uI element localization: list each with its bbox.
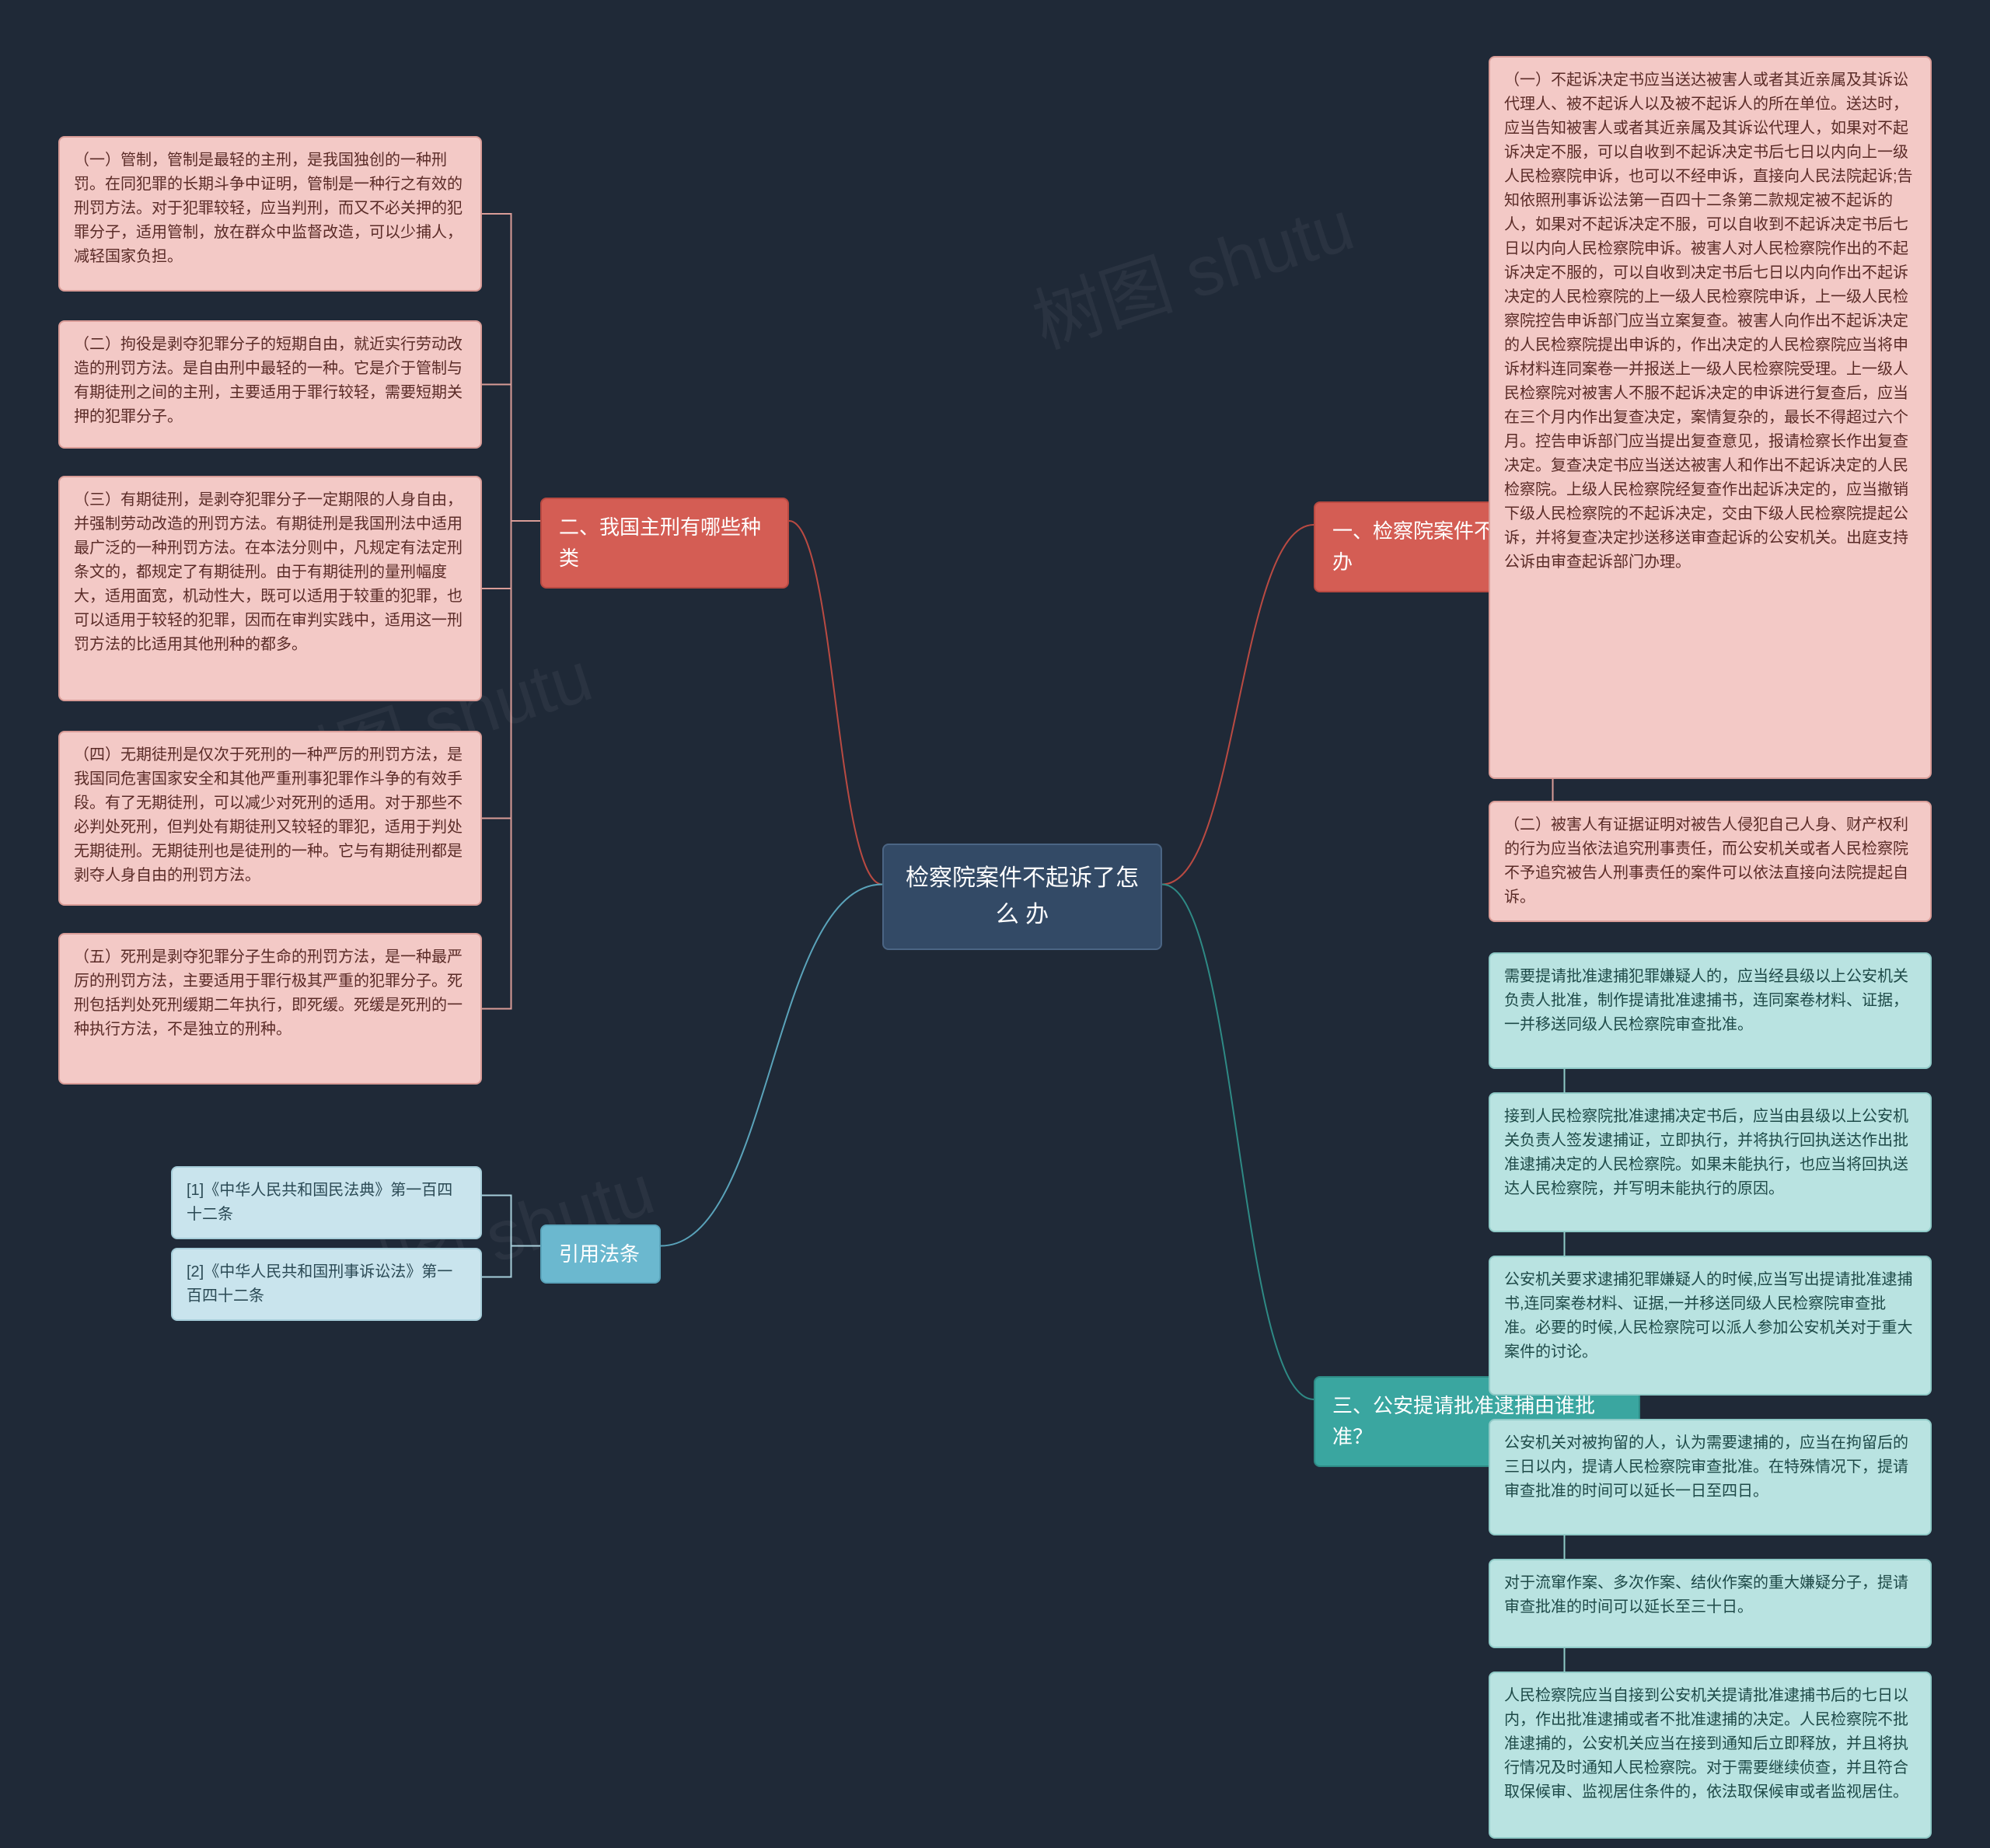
leaf-b3l6: 人民检察院应当自接到公安机关提请批准逮捕书后的七日以内，作出批准逮捕或者不批准逮… (1489, 1672, 1932, 1839)
leaf-b2l1: （一）管制，管制是最轻的主刑，是我国独创的一种刑罚。在同犯罪的长期斗争中证明，管… (58, 136, 482, 292)
leaf-b2l3: （三）有期徒刑，是剥夺犯罪分子一定期限的人身自由，并强制劳动改造的刑罚方法。有期… (58, 476, 482, 701)
leaf-b3l3: 公安机关要求逮捕犯罪嫌疑人的时候,应当写出提请批准逮捕书,连同案卷材料、证据,一… (1489, 1256, 1932, 1396)
leaf-brefl1: [1]《中华人民共和国民法典》第一百四十二条 (171, 1166, 482, 1239)
leaf-b2l4: （四）无期徒刑是仅次于死刑的一种严厉的刑罚方法，是我国同危害国家安全和其他严重刑… (58, 731, 482, 906)
mindmap-canvas: 树图 shutu 树图 shutu 树图 shutu 检察院案件不起诉了怎么 办… (0, 0, 1990, 1848)
leaf-b3l2: 接到人民检察院批准逮捕决定书后，应当由县级以上公安机关负责人签发逮捕证，立即执行… (1489, 1092, 1932, 1232)
leaf-b1l2: （二）被害人有证据证明对被告人侵犯自己人身、财产权利的行为应当依法追究刑事责任，… (1489, 801, 1932, 922)
root-node: 检察院案件不起诉了怎么 办 (882, 844, 1162, 950)
leaf-b3l1: 需要提请批准逮捕犯罪嫌疑人的，应当经县级以上公安机关负责人批准，制作提请批准逮捕… (1489, 952, 1932, 1069)
leaf-b3l4: 公安机关对被拘留的人，认为需要逮捕的，应当在拘留后的三日以内，提请人民检察院审查… (1489, 1419, 1932, 1535)
leaf-b2l5: （五）死刑是剥夺犯罪分子生命的刑罚方法，是一种最严厉的刑罚方法，主要适用于罪行极… (58, 933, 482, 1085)
leaf-b1l1: （一）不起诉决定书应当送达被害人或者其近亲属及其诉讼代理人、被不起诉人以及被不起… (1489, 56, 1932, 779)
branch-b2: 二、我国主刑有哪些种类 (540, 498, 789, 589)
leaf-b3l5: 对于流窜作案、多次作案、结伙作案的重大嫌疑分子，提请审查批准的时间可以延长至三十… (1489, 1559, 1932, 1648)
branch-bref: 引用法条 (540, 1224, 661, 1284)
leaf-brefl2: [2]《中华人民共和国刑事诉讼法》第一百四十二条 (171, 1248, 482, 1321)
leaf-b2l2: （二）拘役是剥夺犯罪分子的短期自由，就近实行劳动改造的刑罚方法。是自由刑中最轻的… (58, 320, 482, 449)
watermark: 树图 shutu (1018, 169, 1364, 367)
